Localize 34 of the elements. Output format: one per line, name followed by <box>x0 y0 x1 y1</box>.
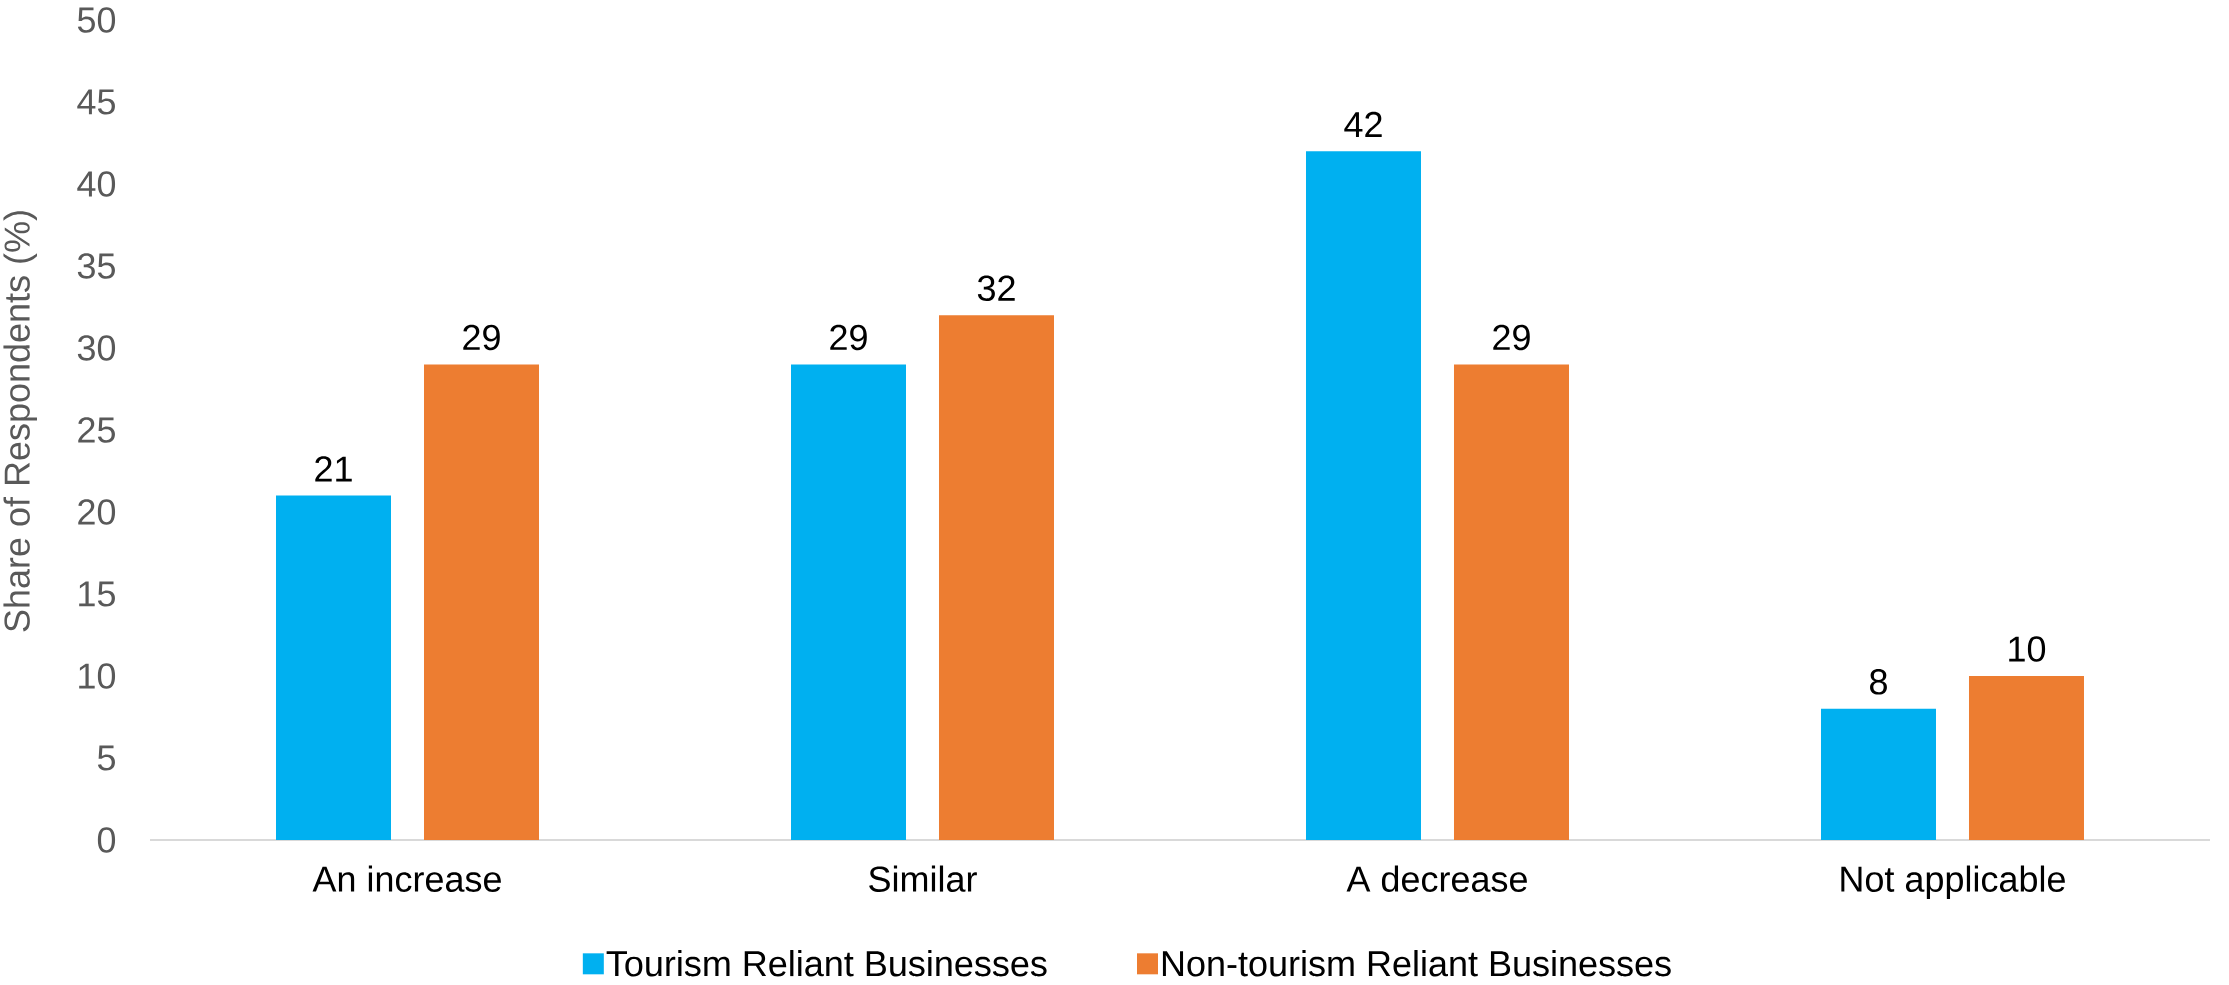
x-tick-label: An increase <box>312 865 501 892</box>
y-tick-label: 30 <box>77 335 116 361</box>
data-label: 21 <box>315 456 352 482</box>
data-label: 29 <box>830 324 867 351</box>
bar <box>791 364 906 840</box>
data-label: 29 <box>1493 324 1530 351</box>
y-axis-title: Share of Respondents (%) <box>3 211 37 632</box>
data-label: 8 <box>1870 669 1887 695</box>
y-tick-label: 45 <box>77 89 115 115</box>
y-tick-label: 25 <box>78 417 115 443</box>
y-tick-label: 35 <box>77 253 115 279</box>
y-tick-label: 15 <box>79 581 115 607</box>
y-tick-label: 0 <box>97 827 116 853</box>
bar <box>276 495 391 840</box>
y-tick-label: 40 <box>77 171 116 197</box>
bar <box>939 315 1054 840</box>
x-tick-label: A decrease <box>1346 865 1527 892</box>
data-label: 29 <box>463 324 500 351</box>
data-label: 10 <box>2009 636 2046 662</box>
y-tick-label: 20 <box>78 499 116 525</box>
bar <box>1453 364 1569 840</box>
data-label: 42 <box>1344 111 1382 137</box>
bar <box>1968 676 2084 840</box>
legend-label: Tourism Reliant Businesses <box>606 950 1047 977</box>
x-tick-label: Not applicable <box>1841 865 2065 900</box>
y-tick-label: 10 <box>79 663 116 689</box>
bar <box>1305 151 1421 840</box>
bar <box>1820 708 1936 840</box>
y-tick-label: 5 <box>97 745 115 771</box>
x-tick-label: Similar <box>869 865 977 892</box>
y-tick-label: 50 <box>77 7 116 33</box>
legend-label: Non-tourism Reliant Businesses <box>1162 950 1671 977</box>
data-label: 32 <box>977 275 1015 301</box>
bar <box>424 364 539 840</box>
